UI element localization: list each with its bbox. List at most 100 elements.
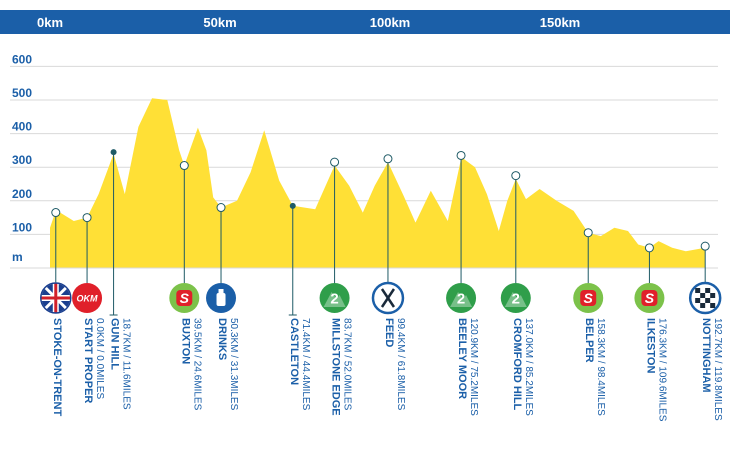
waypoint-belper: S BELPER 158.3KM / 98.4MILES	[573, 228, 606, 416]
waypoint-distance: 83.7KM / 52.0MILES	[342, 318, 353, 411]
waypoint-marker	[289, 202, 296, 209]
waypoint-gun-hill: GUN HILL 18.7KM / 11.6MILES	[109, 149, 132, 410]
waypoint-marker	[583, 228, 593, 238]
waypoint-name: CASTLETON	[288, 318, 300, 385]
mountain-shape	[323, 292, 346, 307]
kom-icon-number: 2	[512, 291, 520, 308]
sprint-icon-badge	[641, 290, 658, 306]
waypoint-start-proper: OKM START PROPER 0.0KM / 0.0MILES	[72, 213, 105, 403]
x-tick-label: 100km	[370, 15, 410, 30]
waypoint-marker	[700, 241, 710, 251]
x-tick-label: 50km	[203, 15, 236, 30]
y-tick-label: 300	[12, 153, 32, 167]
waypoint-name: START PROPER	[82, 318, 94, 403]
waypoint-distance: 99.4KM / 61.8MILES	[395, 318, 406, 411]
y-tick-label: 100	[12, 220, 32, 234]
waypoint-label: CASTLETON 71.4KM / 44.4MILES	[288, 318, 311, 411]
checker-square	[695, 288, 701, 293]
y-tick-label: 500	[12, 86, 32, 100]
checker-square	[705, 298, 711, 303]
checker-square	[695, 298, 701, 303]
waypoint-cromford-hill: 2 CROMFORD HILL 137.0KM / 85.2MILES	[500, 171, 534, 416]
waypoint-marker	[82, 213, 92, 223]
waypoint-drinks: DRINKS 50.3KM / 31.3MILES	[206, 203, 239, 411]
waypoint-marker	[110, 149, 117, 156]
kom-2-icon	[500, 283, 531, 313]
waypoint-label: BUXTON 39.5KM / 24.6MILES	[179, 318, 202, 411]
waypoint-feed: FEED 99.4KM / 61.8MILES	[371, 154, 406, 411]
waypoint-distance: 176.3KM / 109.6MILES	[656, 318, 667, 422]
checker-square	[710, 293, 716, 298]
waypoint-marker	[456, 150, 466, 160]
waypoint-marker	[383, 154, 393, 164]
waypoint-name: CROMFORD HILL	[511, 318, 523, 411]
waypoint-distance: 158.3KM / 98.4MILES	[595, 318, 606, 416]
waypoint-distance: 192.7KM / 119.8MILES	[712, 318, 723, 421]
waypoint-beeley-moor: 2 BEELEY MOOR 120.9KM / 75.2MILES	[446, 150, 479, 416]
waypoint-castleton: CASTLETON 71.4KM / 44.4MILES	[288, 202, 311, 411]
waypoint-label: START PROPER 0.0KM / 0.0MILES	[82, 318, 105, 403]
top-axis-band	[0, 10, 730, 34]
waypoint-label: STOKE-ON-TRENT	[51, 318, 63, 416]
kom-icon-number: 2	[457, 291, 465, 308]
waypoint-distance: 50.3KM / 31.3MILES	[228, 318, 239, 411]
kom-2-icon	[319, 283, 350, 313]
waypoint-label: MILLSTONE EDGE 83.7KM / 52.0MILES	[330, 318, 353, 416]
sprint-icon-letter: S	[584, 290, 594, 306]
waypoint-marker	[216, 203, 226, 213]
waypoint-label: FEED 99.4KM / 61.8MILES	[383, 318, 406, 411]
waypoint-distance: 18.7KM / 11.6MILES	[121, 318, 132, 410]
waypoint-name: BUXTON	[179, 318, 191, 364]
x-tick-label: 0km	[37, 15, 63, 30]
waypoint-buxton: S BUXTON 39.5KM / 24.6MILES	[169, 161, 202, 411]
kom-2-icon	[446, 283, 477, 313]
waypoint-distance: 0.0KM / 0.0MILES	[94, 318, 105, 399]
waypoint-nottingham: NOTTINGHAM 192.7KM / 119.8MILES	[688, 241, 723, 421]
sprint-icon-letter: S	[645, 290, 655, 306]
waypoint-name: STOKE-ON-TRENT	[51, 318, 63, 416]
waypoint-name: GUN HILL	[109, 318, 121, 370]
checker-square	[700, 293, 706, 298]
knife-shape	[380, 288, 396, 308]
waypoint-marker	[644, 243, 654, 253]
waypoint-label: BEELEY MOOR 120.9KM / 75.2MILES	[456, 318, 479, 416]
waypoint-marker	[511, 171, 521, 181]
waypoint-distance: 120.9KM / 75.2MILES	[468, 318, 479, 416]
checker-square	[700, 303, 706, 308]
waypoint-name: BEELEY MOOR	[456, 318, 468, 399]
waypoint-stoke-on-trent: STOKE-ON-TRENT	[40, 208, 72, 416]
waypoint-label: ILKESTON 176.3KM / 109.6MILES	[644, 318, 667, 422]
sprint-icon-badge	[176, 290, 193, 306]
bottle-body	[216, 293, 226, 306]
checker-square	[710, 303, 716, 308]
mountain-shape	[450, 292, 473, 307]
waypoint-name: NOTTINGHAM	[700, 318, 712, 393]
y-tick-label: 600	[12, 52, 32, 66]
x-tick-label: 150km	[540, 15, 580, 30]
waypoint-marker	[330, 157, 340, 167]
waypoint-millstone-edge: 2 MILLSTONE EDGE 83.7KM / 52.0MILES	[319, 157, 353, 416]
waypoint-marker	[51, 208, 61, 218]
okm-icon-text: OKM	[77, 294, 99, 304]
sprint-icon-badge	[580, 290, 597, 306]
y-tick-label: 400	[12, 120, 32, 134]
y-unit-label: m	[12, 250, 23, 264]
sprint-icon-letter: S	[180, 290, 190, 306]
bottle-cap	[218, 289, 224, 293]
waypoint-distance: 137.0KM / 85.2MILES	[523, 318, 534, 416]
waypoint-name: BELPER	[583, 318, 595, 363]
waypoint-label: GUN HILL 18.7KM / 11.6MILES	[109, 318, 132, 410]
waypoint-name: DRINKS	[216, 318, 228, 360]
waypoint-name: FEED	[383, 318, 395, 347]
waypoint-label: DRINKS 50.3KM / 31.3MILES	[216, 318, 239, 411]
waypoint-ilkeston: S ILKESTON 176.3KM / 109.6MILES	[634, 243, 667, 422]
y-tick-label: 200	[12, 187, 32, 201]
kom-icon-number: 2	[330, 291, 338, 308]
waypoint-marker	[179, 161, 189, 171]
okm-icon	[72, 283, 103, 313]
elevation-area	[50, 98, 706, 268]
waypoint-distance: 71.4KM / 44.4MILES	[300, 318, 311, 411]
waypoint-label: CROMFORD HILL 137.0KM / 85.2MILES	[511, 318, 534, 416]
flag-ring	[40, 282, 72, 314]
